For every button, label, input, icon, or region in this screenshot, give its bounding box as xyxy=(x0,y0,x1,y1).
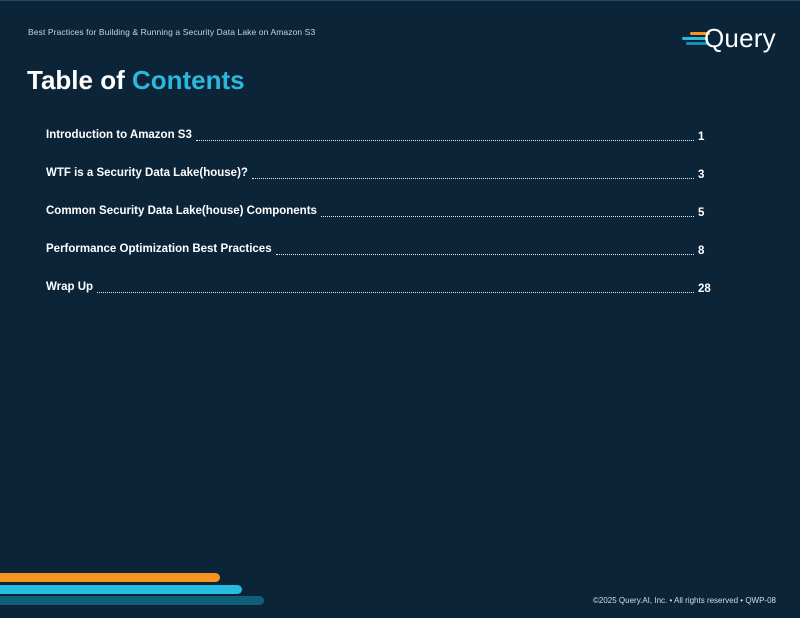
toc-entry-introduction[interactable]: Introduction to Amazon S3 1 xyxy=(46,126,718,164)
decorative-stripe-cyan xyxy=(0,585,242,594)
toc-page-number: 5 xyxy=(698,207,705,219)
toc-dot-leader xyxy=(251,166,694,179)
logo-line-cyan xyxy=(682,37,708,40)
toc-entry-label: WTF is a Security Data Lake(house)? xyxy=(46,167,248,179)
query-logo: Query xyxy=(676,22,780,54)
toc-entry-label: Performance Optimization Best Practices xyxy=(46,243,272,255)
logo-wordmark: Query xyxy=(704,23,776,53)
toc-page-number: 8 xyxy=(698,245,705,257)
toc-dot-leader xyxy=(195,128,694,141)
toc-dot-leader xyxy=(320,204,694,217)
toc-entry-wrap-up[interactable]: Wrap Up 28 xyxy=(46,278,718,316)
top-border xyxy=(0,0,800,1)
page-title-part1: Table of xyxy=(27,65,125,95)
logo-line-orange xyxy=(690,32,710,35)
toc-entry-performance-optimization[interactable]: Performance Optimization Best Practices … xyxy=(46,240,718,278)
toc-page-number: 3 xyxy=(698,169,705,181)
toc-entry-label: Introduction to Amazon S3 xyxy=(46,129,192,141)
toc-entry-components[interactable]: Common Security Data Lake(house) Compone… xyxy=(46,202,718,240)
logo-line-teal xyxy=(686,42,708,45)
toc-entry-label: Common Security Data Lake(house) Compone… xyxy=(46,205,317,217)
page-title-part2: Contents xyxy=(131,65,245,95)
decorative-stripe-teal xyxy=(0,596,264,605)
document-header-title: Best Practices for Building & Running a … xyxy=(28,27,316,37)
toc-list: Introduction to Amazon S3 1 WTF is a Sec… xyxy=(46,126,718,316)
toc-entry-label: Wrap Up xyxy=(46,281,94,293)
toc-dot-leader xyxy=(275,242,694,255)
decorative-stripe-orange xyxy=(0,573,220,582)
toc-page-number: 1 xyxy=(698,131,705,143)
toc-page-number: 28 xyxy=(698,283,711,295)
toc-dot-leader xyxy=(97,280,694,293)
footer-copyright: ©2025 Query.AI, Inc. • All rights reserv… xyxy=(593,596,776,605)
page-title: Table of Contents xyxy=(27,63,245,97)
toc-entry-wtf-security-data-lake[interactable]: WTF is a Security Data Lake(house)? 3 xyxy=(46,164,718,202)
logo-speed-lines-icon xyxy=(676,22,716,54)
